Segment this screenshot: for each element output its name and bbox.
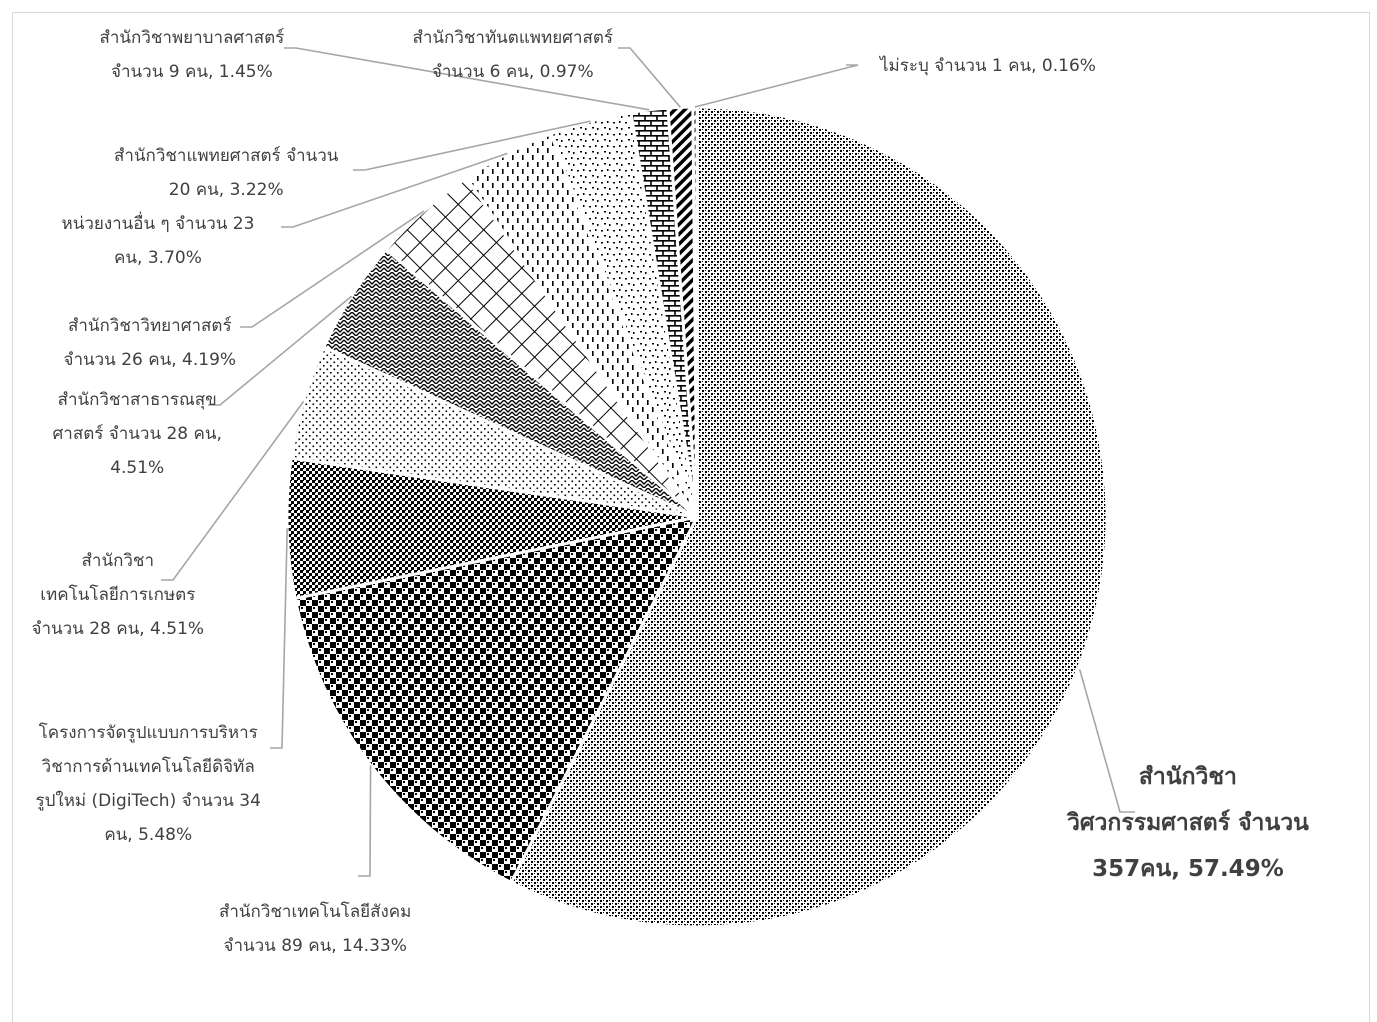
slice-label-line: รูปใหม่ (DigiTech) จำนวน 34 [35, 791, 261, 811]
leader-line [281, 152, 508, 228]
leader-line [270, 528, 288, 749]
slice-label-line: 20 คน, 3.22% [168, 180, 284, 200]
leader-line [208, 295, 353, 406]
slice-label-line: สำนักวิชาทันตแพทยศาสตร์ [412, 28, 614, 48]
slice-label-line: วิศวกรรมศาสตร์ จำนวน [1067, 810, 1309, 836]
slice-label: หน่วยงานอื่น ๆ จำนวน 23 คน, 3.70% [62, 207, 255, 275]
slice-label-line: สำนักวิชาแพทยศาสตร์ จำนวน [114, 146, 339, 166]
slice-label-line: สำนักวิชา [1138, 764, 1237, 790]
slice-label-line: วิชาการด้านเทคโนโลยีดิจิทัล [41, 757, 255, 777]
slice-label: สำนักวิชาพยาบาลศาสตร์จำนวน 9 คน, 1.45% [100, 21, 285, 89]
leader-lines [161, 47, 1135, 877]
slice-label-line: ไม่ระบุ จำนวน 1 คน, 0.16% [880, 56, 1096, 76]
slice-label: โครงการจัดรูปแบบการบริหารวิชาการด้านเทคโ… [36, 716, 261, 852]
slice-label: ไม่ระบุ จำนวน 1 คน, 0.16% [880, 49, 1096, 83]
leader-line [284, 47, 650, 111]
slice-label: สำนักวิชาเทคโนโลยีการเกษตรจำนวน 28 คน, 4… [32, 544, 205, 646]
slice-label-line: จำนวน 9 คน, 1.45% [111, 62, 273, 82]
slice-label-line: สำนักวิชาวิทยาศาสตร์ [67, 316, 232, 336]
leader-line [618, 47, 682, 108]
slice-label-line: จำนวน 28 คน, 4.51% [31, 619, 205, 639]
slice-label-line: เทคโนโลยีการเกษตร [40, 585, 196, 605]
leader-line [358, 765, 372, 877]
leader-line [1078, 669, 1135, 813]
slice-label-line: สำนักวิชาสาธารณสุข [57, 390, 217, 410]
slice-label: สำนักวิชาสาธารณสุขศาสตร์ จำนวน 28 คน, 4.5… [53, 383, 222, 485]
slice-label-line: โครงการจัดรูปแบบการบริหาร [38, 723, 258, 743]
slice-label-line: สำนักวิชาพยาบาลศาสตร์ [99, 28, 285, 48]
chart-frame [12, 12, 1370, 1022]
leader-line [353, 120, 591, 171]
leader-line [161, 400, 305, 581]
slice-label: สำนักวิชาทันตแพทยศาสตร์จำนวน 6 คน, 0.97% [413, 21, 614, 89]
slice-label: สำนักวิชาวิทยาศาสตร์จำนวน 26 คน, 4.19% [64, 309, 237, 377]
leader-line [240, 210, 425, 328]
slice-label-line: จำนวน 26 คน, 4.19% [63, 350, 237, 370]
slice-label-line: 357คน, 57.49% [1092, 856, 1284, 882]
slice-label: สำนักวิชาวิศวกรรมศาสตร์ จำนวน 357คน, 57.4… [1067, 754, 1309, 892]
slice-label-line: หน่วยงานอื่น ๆ จำนวน 23 [61, 214, 255, 234]
pie-slices [285, 105, 1109, 929]
slice-label-line: สำนักวิชาเทคโนโลยีสังคม [219, 902, 412, 922]
slice-label-line: คน, 5.48% [104, 825, 193, 845]
pie-slice [509, 105, 1109, 929]
slice-label-line: จำนวน 6 คน, 0.97% [431, 62, 594, 82]
leader-line [694, 64, 859, 108]
slice-label-line: ศาสตร์ จำนวน 28 คน, [52, 424, 222, 444]
slice-label-line: 4.51% [110, 458, 165, 478]
slice-label-line: จำนวน 89 คน, 14.33% [223, 936, 407, 956]
slice-label: สำนักวิชาเทคโนโลยีสังคมจำนวน 89 คน, 14.3… [219, 895, 411, 963]
slice-label: สำนักวิชาแพทยศาสตร์ จำนวน 20 คน, 3.22% [114, 139, 338, 207]
slice-label-line: สำนักวิชา [81, 551, 154, 571]
slice-label-line: คน, 3.70% [114, 248, 202, 268]
